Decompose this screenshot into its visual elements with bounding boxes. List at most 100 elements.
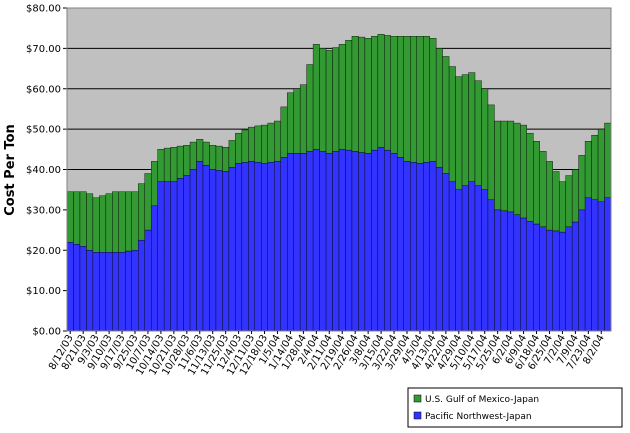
bar-segment [66, 191, 74, 243]
bar-segment [183, 145, 191, 176]
bar-segment [403, 161, 411, 332]
bar-segment [312, 149, 320, 332]
bar-segment [468, 181, 476, 332]
bar-segment [442, 173, 450, 332]
bar-segment [325, 50, 333, 154]
bar-segment [73, 191, 81, 245]
bar-segment [533, 223, 540, 332]
bar-segment [202, 165, 210, 332]
bar-segment [138, 183, 145, 241]
bar-segment [584, 197, 592, 332]
bar-segment [546, 229, 553, 332]
bar-segment [533, 141, 540, 225]
bar-segment [520, 124, 528, 219]
bar-segment [99, 195, 107, 253]
y-tick-label: $30.00 [26, 205, 61, 216]
bar-segment [118, 252, 126, 332]
bar-segment [235, 132, 243, 164]
plot-frame [66, 7, 612, 332]
bar-segment [448, 181, 456, 332]
bar-segment [371, 149, 379, 332]
bar-segment [332, 47, 340, 152]
bar-segment [571, 169, 579, 223]
bar-segment [228, 140, 236, 168]
bar-segment [150, 161, 158, 207]
bar-segment [377, 34, 385, 148]
bar-segment [345, 40, 353, 151]
bar-segment [163, 147, 171, 182]
bar-segment [546, 161, 553, 231]
legend-swatch [413, 411, 422, 420]
bar-segment [552, 171, 560, 232]
bar-segment [481, 88, 489, 190]
bar-segment [494, 120, 502, 211]
bar-segment [584, 141, 592, 198]
bar-segment [558, 231, 566, 332]
bar-segment [86, 250, 94, 332]
bar-segment [280, 106, 288, 158]
bar-segment [209, 145, 217, 170]
bar-segment [189, 141, 197, 170]
legend-swatch [413, 394, 422, 403]
bar-segment [358, 152, 366, 332]
y-tick-label: $0.00 [32, 327, 61, 338]
bar-segment [241, 129, 249, 163]
bar-segment [487, 199, 495, 332]
bar-segment [86, 193, 94, 251]
bar-segment [170, 147, 178, 182]
y-tick-label: $20.00 [26, 246, 61, 257]
bar-segment [293, 153, 301, 332]
bar-segment [539, 151, 547, 228]
bar-segment [112, 252, 120, 332]
bar-segment [248, 161, 256, 332]
bar-segment [461, 185, 469, 332]
bar-segment [578, 209, 586, 332]
bar-segment [138, 239, 145, 332]
bar-segment [202, 141, 210, 166]
bar-segment [487, 104, 495, 200]
bar-segment [500, 210, 508, 332]
bar-segment [274, 161, 281, 332]
y-tick-label: $60.00 [26, 84, 61, 95]
bar-segment [176, 145, 184, 179]
bar-segment [248, 126, 256, 162]
bar-segment [351, 151, 359, 332]
bar-segment [261, 163, 268, 332]
bar-segment [390, 153, 398, 332]
bar-segment [112, 191, 120, 253]
bar-segment [513, 214, 521, 332]
bar-segment [196, 161, 204, 332]
bar-segment [222, 171, 230, 332]
bar-segment [571, 221, 579, 332]
bar-segment [410, 36, 417, 163]
bar-segment [254, 162, 262, 332]
bar-segment [254, 125, 262, 163]
bar-segment [358, 36, 366, 153]
bar-segment [299, 84, 307, 154]
bar-segment [481, 189, 489, 332]
bar-segment [215, 170, 223, 332]
bar-segment [286, 153, 294, 332]
bar-segment [494, 209, 502, 332]
bar-segment [176, 178, 184, 332]
bar-segment [429, 38, 437, 162]
bar-segment [435, 167, 443, 332]
bar-segment [299, 153, 307, 332]
bar-segment [526, 132, 534, 222]
bar-segment [261, 124, 268, 164]
bar-segment [513, 122, 521, 215]
bar-segment [565, 226, 573, 332]
bar-segment [209, 169, 217, 332]
bar-segment [558, 181, 566, 233]
bar-segment [461, 74, 469, 186]
bar-segment [397, 157, 404, 332]
bar-segment [319, 151, 327, 332]
bar-segment [325, 153, 333, 332]
bar-segment [189, 169, 197, 332]
bar-segment [552, 230, 560, 332]
y-tick-label: $40.00 [26, 165, 61, 176]
bar-segment [520, 217, 528, 332]
bar-segment [319, 48, 327, 152]
bar-segment [597, 201, 605, 332]
bar-segment [604, 197, 612, 332]
